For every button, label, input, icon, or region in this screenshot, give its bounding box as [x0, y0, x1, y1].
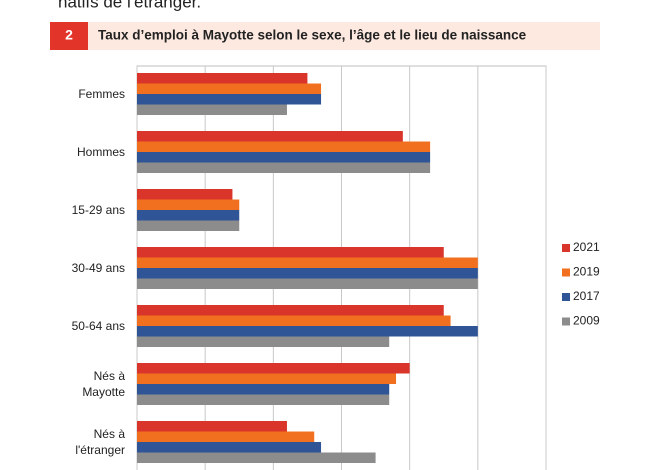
legend-swatch — [562, 317, 570, 326]
bar — [137, 452, 376, 463]
title-number-box — [50, 22, 88, 50]
intro-text: natifs de l'étranger. — [58, 0, 201, 11]
bar — [137, 210, 240, 221]
bar — [137, 189, 233, 200]
bar — [137, 394, 390, 405]
legend-swatch — [562, 244, 570, 252]
bar — [137, 152, 431, 163]
bar — [137, 315, 451, 326]
bar — [137, 326, 478, 337]
bar — [137, 162, 431, 173]
y-tick-label: Femmes — [78, 87, 125, 101]
y-tick-label: Hommes — [77, 145, 125, 159]
y-tick-label: Nés à Mayotte — [82, 369, 125, 399]
y-tick-label: 50-64 ans — [72, 319, 125, 333]
bar — [137, 131, 403, 142]
bar — [137, 220, 240, 231]
bar — [137, 257, 478, 268]
bar — [137, 141, 431, 152]
bar — [137, 305, 444, 316]
bar — [137, 94, 322, 105]
y-tick-label: 15-29 ans — [72, 203, 125, 217]
y-tick-label: Nés à l'étranger — [75, 427, 125, 457]
bar — [137, 278, 478, 289]
title-number: 2 — [65, 27, 73, 43]
bar — [137, 363, 410, 374]
bar — [137, 83, 322, 94]
bar — [137, 442, 322, 453]
legend-swatch — [562, 268, 570, 277]
bar — [137, 336, 390, 347]
bar — [137, 199, 240, 210]
bar — [137, 73, 308, 84]
chart-title: Taux d’emploi à Mayotte selon le sexe, l… — [98, 28, 527, 43]
legend-swatch — [562, 293, 570, 301]
bar — [137, 247, 444, 258]
legend-label: 2019 — [573, 265, 600, 279]
bar — [137, 384, 390, 395]
legend-label: 2017 — [573, 289, 600, 303]
title-bar — [50, 22, 600, 50]
bar — [137, 104, 287, 115]
legend-label: 2021 — [573, 240, 600, 254]
legend-label: 2009 — [573, 314, 600, 328]
bar — [137, 431, 315, 442]
bar — [137, 268, 478, 279]
bar — [137, 373, 397, 384]
y-tick-label: 30-49 ans — [72, 261, 125, 275]
bar — [137, 421, 287, 432]
